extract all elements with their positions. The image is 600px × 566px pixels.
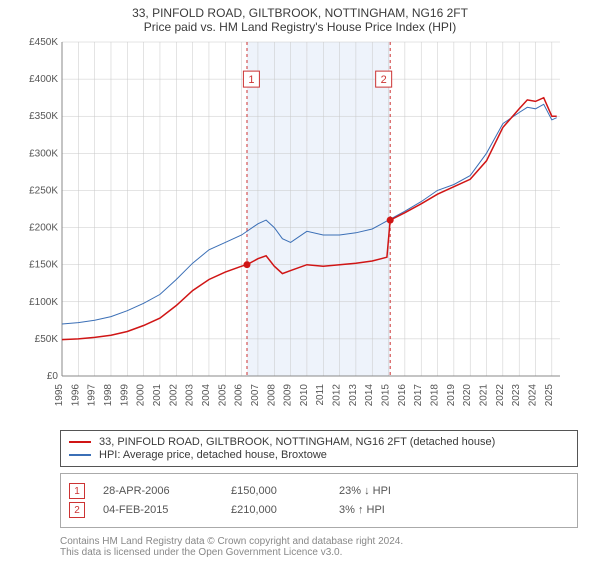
svg-text:2011: 2011 [315,384,326,406]
chart-title-address: 33, PINFOLD ROAD, GILTBROOK, NOTTINGHAM,… [0,6,600,20]
marker-number-icon: 1 [69,483,85,499]
svg-text:2010: 2010 [299,384,310,407]
data-attribution: Contains HM Land Registry data © Crown c… [60,536,578,558]
footer-line-2: This data is licensed under the Open Gov… [60,547,578,558]
svg-text:2023: 2023 [511,384,522,407]
svg-text:1998: 1998 [103,384,114,407]
svg-text:2: 2 [381,74,387,86]
svg-text:2019: 2019 [446,384,457,407]
marker-date: 28-APR-2006 [103,485,213,497]
svg-text:2014: 2014 [364,384,375,407]
legend-item: 33, PINFOLD ROAD, GILTBROOK, NOTTINGHAM,… [69,436,569,448]
svg-text:2007: 2007 [250,384,261,407]
svg-text:2016: 2016 [397,384,408,407]
svg-text:2002: 2002 [168,384,179,407]
svg-text:£250K: £250K [29,185,58,196]
svg-text:2021: 2021 [479,384,490,407]
svg-text:2022: 2022 [495,384,506,407]
svg-text:2015: 2015 [381,384,392,407]
svg-text:2024: 2024 [528,384,539,407]
svg-text:£100K: £100K [29,297,58,308]
sale-marker-row: 2 04-FEB-2015 £210,000 3% ↑ HPI [69,502,569,518]
marker-hpi-diff: 23% ↓ HPI [339,485,429,497]
svg-text:£400K: £400K [29,74,58,85]
svg-text:2003: 2003 [185,384,196,407]
sale-marker-row: 1 28-APR-2006 £150,000 23% ↓ HPI [69,483,569,499]
svg-text:2017: 2017 [413,384,424,407]
svg-text:£300K: £300K [29,148,58,159]
svg-text:2005: 2005 [217,384,228,407]
legend-swatch [69,441,91,443]
sale-markers-table: 1 28-APR-2006 £150,000 23% ↓ HPI 2 04-FEB-201… [60,473,578,528]
chart-titles: 33, PINFOLD ROAD, GILTBROOK, NOTTINGHAM,… [0,0,600,36]
marker-hpi-diff: 3% ↑ HPI [339,504,429,516]
marker-price: £210,000 [231,504,321,516]
svg-text:£150K: £150K [29,260,58,271]
svg-text:1995: 1995 [54,384,65,407]
marker-price: £150,000 [231,485,321,497]
svg-text:2009: 2009 [283,384,294,407]
line-chart: £0 £50K £100K £150K £200K £250K £300K £350K £400… [20,36,580,426]
svg-text:2020: 2020 [462,384,473,407]
svg-text:1999: 1999 [119,384,130,407]
svg-text:2013: 2013 [348,384,359,407]
legend-label: HPI: Average price, detached house, Brox… [99,449,327,461]
svg-text:2025: 2025 [544,384,555,407]
legend-swatch [69,454,91,456]
legend-label: 33, PINFOLD ROAD, GILTBROOK, NOTTINGHAM,… [99,436,495,448]
svg-text:1997: 1997 [87,384,98,407]
chart-area: £0 £50K £100K £150K £200K £250K £300K £350K £400… [20,36,580,426]
svg-text:1996: 1996 [70,384,81,407]
svg-text:1: 1 [248,74,254,86]
svg-text:£200K: £200K [29,223,58,234]
svg-text:2012: 2012 [332,384,343,407]
svg-text:2004: 2004 [201,384,212,407]
svg-text:£350K: £350K [29,111,58,122]
svg-text:£50K: £50K [35,334,59,345]
svg-text:£0: £0 [47,371,59,382]
marker-number-icon: 2 [69,502,85,518]
marker-date: 04-FEB-2015 [103,504,213,516]
legend: 33, PINFOLD ROAD, GILTBROOK, NOTTINGHAM,… [60,430,578,467]
svg-text:2018: 2018 [430,384,441,407]
legend-item: HPI: Average price, detached house, Brox… [69,449,569,461]
svg-text:£450K: £450K [29,37,58,48]
footer-line-1: Contains HM Land Registry data © Crown c… [60,536,578,547]
svg-text:2001: 2001 [152,384,163,407]
svg-text:2008: 2008 [266,384,277,407]
chart-title-sub: Price paid vs. HM Land Registry's House … [0,20,600,34]
svg-text:2006: 2006 [234,384,245,407]
svg-text:2000: 2000 [136,384,147,407]
